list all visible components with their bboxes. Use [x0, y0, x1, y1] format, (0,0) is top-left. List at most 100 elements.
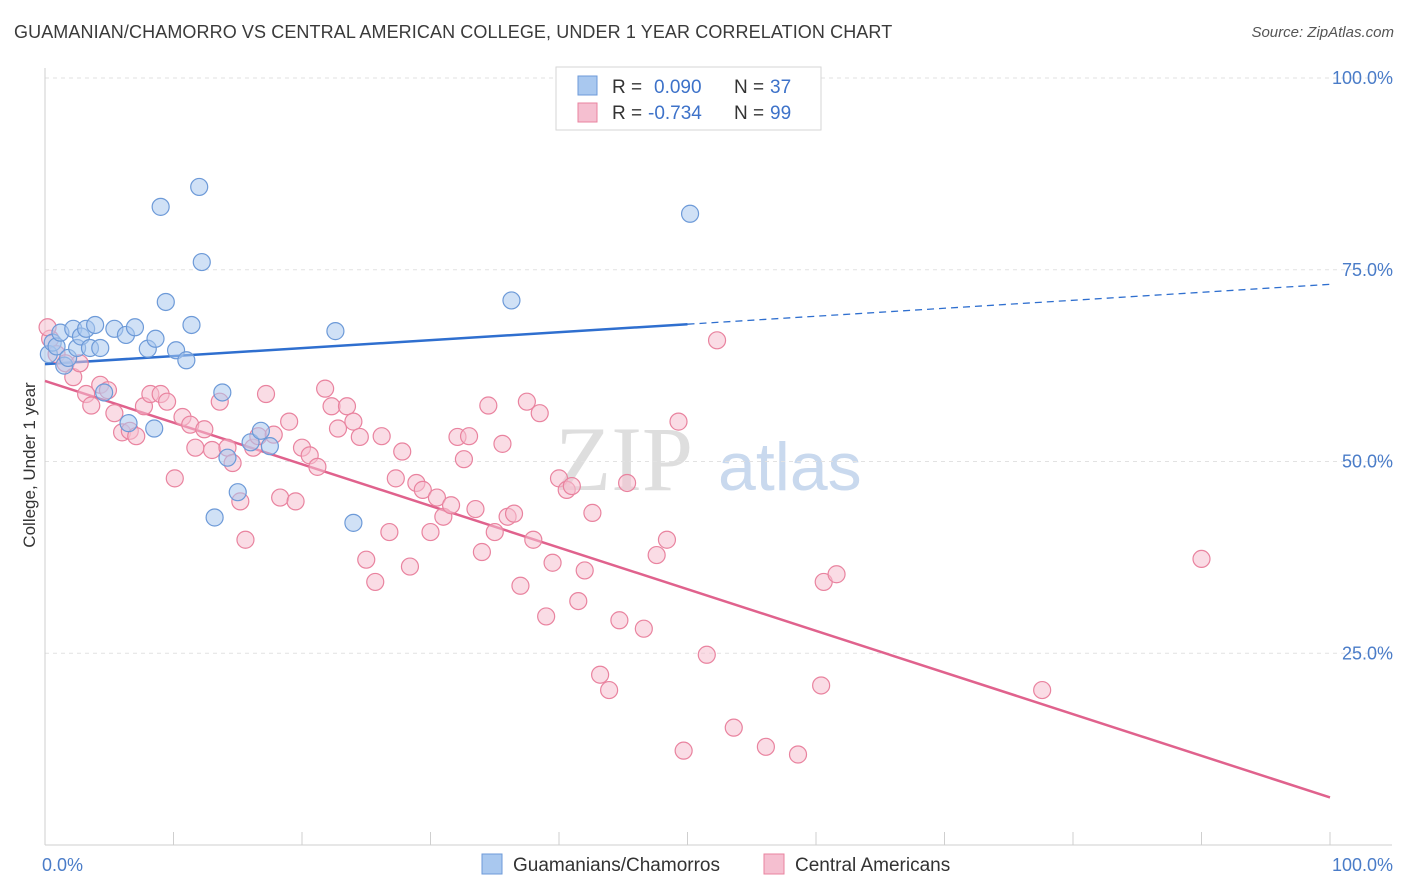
blue-data-point — [680, 204, 700, 223]
blue-data-point — [190, 177, 209, 197]
blue-data-point — [228, 483, 247, 502]
legend-pink-swatch — [577, 102, 598, 123]
pink-data-point — [236, 530, 255, 549]
blue-data-point — [502, 291, 521, 310]
bottom-legend-pink-swatch — [763, 853, 785, 875]
pink-data-point — [530, 404, 549, 423]
tick-labels: 100.0% 75.0% 50.0% 25.0% 0.0% 100.0% — [42, 68, 1393, 875]
stats-legend: R = 0.090 N = 37 R = -0.734 N = 99 — [555, 66, 822, 131]
blue-data-point — [119, 414, 138, 433]
blue-data-point — [251, 421, 270, 440]
pink-data-point — [413, 480, 432, 499]
y-tick-label: 50.0% — [1342, 452, 1393, 472]
pink-data-point — [517, 392, 536, 411]
pink-data-point — [271, 488, 290, 507]
pink-data-point — [256, 384, 276, 404]
blue-data-point — [192, 252, 211, 272]
pink-data-point — [441, 496, 461, 515]
legend-n-label-pink: N = — [734, 103, 764, 124]
pink-data-point — [459, 427, 479, 446]
pink-data-point — [618, 473, 637, 493]
blue-trend-extension — [687, 283, 1331, 325]
legend-r-value-pink: -0.734 — [648, 103, 702, 124]
pink-data-point — [165, 469, 184, 488]
pink-data-point — [707, 331, 727, 350]
pink-data-point — [479, 396, 498, 415]
pink-data-point — [316, 379, 335, 398]
grid-lines — [45, 77, 1392, 654]
pink-data-point — [647, 545, 666, 565]
blue-data-point — [95, 383, 114, 402]
pink-data-point — [583, 503, 602, 522]
y-axis-title: College, Under 1 year — [20, 382, 39, 548]
pink-data-point — [674, 741, 693, 760]
pink-data-point — [350, 427, 369, 447]
pink-data-point — [575, 561, 594, 580]
pink-data-point — [372, 427, 391, 446]
axes — [44, 68, 1392, 846]
pink-data-point — [280, 412, 299, 431]
pink-data-point — [812, 676, 831, 695]
pink-data-point — [634, 619, 653, 638]
legend-r-label-blue: R = — [612, 77, 642, 98]
pink-data-point — [286, 492, 305, 511]
legend-n-value-pink: 99 — [770, 103, 791, 124]
bottom-legend-blue-label: Guamanians/Chamorros — [513, 855, 720, 876]
blue-data-point — [344, 513, 363, 532]
pink-data-point — [421, 522, 440, 542]
legend-r-value-blue: 0.090 — [654, 77, 702, 98]
pink-data-point — [366, 572, 385, 592]
pink-data-point — [543, 553, 562, 572]
blue-data-point — [145, 419, 164, 438]
data-points — [38, 177, 1211, 764]
pink-data-point — [591, 665, 610, 684]
x-tick-label: 100.0% — [1332, 855, 1393, 875]
pink-data-point — [322, 397, 341, 416]
pink-data-point — [1033, 680, 1052, 700]
watermark-zip: ZIP — [555, 408, 693, 510]
pink-data-point — [328, 419, 348, 438]
pink-data-point — [386, 469, 405, 488]
blue-data-point — [177, 351, 196, 370]
pink-data-point — [454, 450, 474, 469]
legend-r-label-pink: R = — [612, 103, 642, 124]
pink-data-point — [308, 457, 327, 476]
pink-data-point — [82, 396, 101, 415]
blue-trend-line — [44, 322, 688, 366]
pink-data-point — [427, 488, 447, 507]
pink-data-point — [511, 576, 530, 595]
blue-data-point — [213, 383, 232, 402]
pink-data-point — [493, 434, 512, 453]
pink-data-point — [610, 611, 629, 630]
blue-data-point — [91, 338, 110, 358]
y-tick-label: 25.0% — [1342, 643, 1393, 663]
blue-data-point — [156, 292, 175, 312]
pink-data-point — [472, 542, 491, 562]
legend-blue-swatch — [577, 75, 598, 96]
pink-data-point — [562, 476, 581, 496]
pink-data-point — [827, 565, 846, 584]
blue-data-point — [260, 437, 279, 456]
pink-data-point — [380, 522, 399, 542]
pink-data-point — [569, 591, 588, 611]
legend-n-label-blue: N = — [734, 77, 764, 98]
blue-data-point — [125, 318, 145, 337]
pink-data-point — [186, 438, 205, 457]
pink-data-point — [724, 718, 743, 737]
pink-data-point — [466, 499, 485, 519]
blue-data-point — [182, 315, 201, 335]
chart-source: Source: ZipAtlas.com — [1251, 24, 1394, 41]
pink-data-point — [1192, 549, 1211, 569]
pink-data-point — [600, 680, 619, 700]
pink-data-point — [105, 404, 124, 423]
bottom-legend-blue-swatch — [481, 853, 503, 875]
y-tick-label: 75.0% — [1342, 260, 1393, 280]
pink-data-point — [393, 442, 412, 461]
pink-data-point — [524, 530, 543, 549]
watermark-atlas: atlas — [718, 429, 862, 505]
blue-data-point — [218, 448, 237, 467]
y-tick-label: 100.0% — [1332, 68, 1393, 88]
pink-data-point — [337, 397, 357, 416]
blue-data-point — [241, 433, 260, 452]
